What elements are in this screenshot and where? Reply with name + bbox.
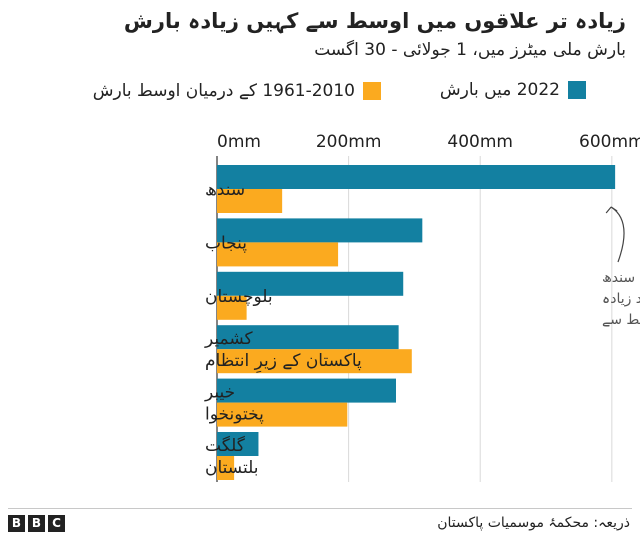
footer-divider [8,508,632,509]
bar-2022 [217,432,259,456]
bbc-logo-letter: C [48,515,65,532]
legend: 2022 میں بارش 1961-2010 کے درمیان اوسط ب… [14,80,626,104]
category-label: پاکستان کے زیرِ انتظام [205,351,362,373]
bar-2022 [217,218,423,243]
x-tick-label: 0mm [217,132,261,152]
annotation-text: 508 فیصد زیادہ [602,291,640,307]
annotation-text: بارش اوسط سے [602,312,640,328]
bar-average [217,402,348,427]
legend-swatch-2022 [568,81,586,99]
bar-2022 [217,165,616,189]
bar-2022 [217,378,396,403]
category-label: سندھ [205,180,245,200]
legend-swatch-average [363,81,381,100]
annotation-arrow [610,206,625,263]
bar-average [217,349,412,374]
x-tick-label: 600mm [579,132,640,152]
category-label: کشمیر [204,329,254,349]
legend-label-2022: 2022 میں بارش [439,80,560,100]
legend-item-2022: 2022 میں بارش [440,80,586,100]
bar-chart: 0mm 200mm 400mm 600mm سندھ پنجاب بلوچستان کشمیر… [204,132,640,482]
category-label: بلوچستان [205,287,273,307]
bbc-logo: B B C [8,515,65,532]
bar-average [217,242,339,267]
bar-average [217,189,283,213]
bbc-logo-letter: B [8,515,25,532]
source-note: ذریعہ: محکمۂ موسمیات پاکستان [437,515,630,531]
legend-label-average: 1961-2010 کے درمیان اوسط بارش [92,81,355,101]
category-label: خیبر [204,383,235,403]
x-tick-label: 400mm [447,132,513,152]
bar-average [217,295,247,320]
annotation-arrowhead [605,206,618,214]
category-label: بلتستان [205,458,258,478]
x-tick-label: 200mm [316,132,382,152]
bar-2022 [217,271,404,296]
category-label: پختونخوا [205,405,264,425]
bbc-logo-letter: B [28,515,45,532]
bar-2022 [217,325,399,350]
category-label: پنجاب [205,233,247,253]
annotation-text: صوبہ سندھ [602,270,640,286]
chart-title: زیادہ تر علاقوں میں اوسط سے کہیں زیادہ ب… [123,9,626,33]
legend-item-average: 1961-2010 کے درمیان اوسط بارش [93,80,381,101]
category-label: گلگت [205,435,246,456]
chart-subtitle: بارش ملی میٹرز میں، 1 جولائی - 30 اگست [314,40,626,60]
bar-average [217,456,235,480]
